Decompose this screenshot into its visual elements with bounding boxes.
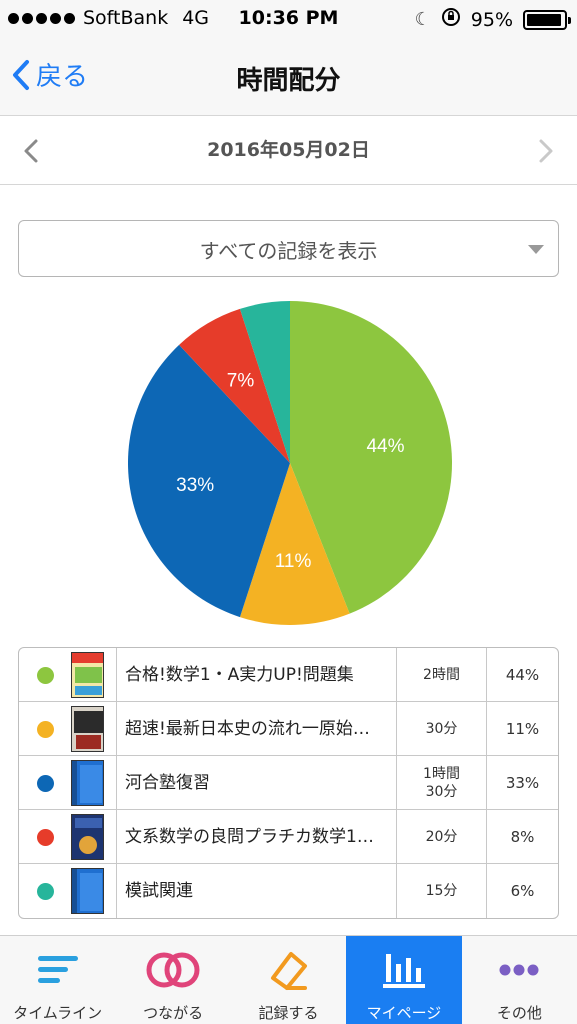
tab-connect-rings[interactable]: つながる	[115, 936, 230, 1024]
pie-slice-label: 7%	[227, 370, 255, 391]
record-percent: 44%	[505, 665, 540, 684]
record-time: 1時間 30分	[397, 756, 487, 809]
pie-slice-label: 11%	[275, 551, 312, 572]
record-percent: 8%	[510, 827, 535, 846]
notebook-blue-icon	[71, 760, 104, 806]
timeline-icon	[28, 950, 88, 990]
record-icon-cell	[19, 864, 117, 918]
back-label: 戻る	[36, 62, 89, 92]
previous-date-button[interactable]	[18, 137, 46, 165]
pie-slice-label: 33%	[176, 475, 214, 496]
color-dot-icon	[37, 667, 54, 684]
signal-strength-icon	[8, 12, 75, 24]
color-dot-icon	[37, 775, 54, 792]
battery-icon	[523, 9, 571, 30]
filter-selected-label: すべての記録を表示	[199, 239, 378, 263]
record-time: 15分	[397, 864, 487, 918]
record-icon-cell	[19, 810, 117, 863]
time-allocation-pie-chart: 44% 11% 33% 7%	[125, 298, 455, 628]
date-selector: 2016年05月02日	[0, 117, 577, 185]
pie-slice	[239, 463, 350, 625]
tab-more-dots[interactable]: その他	[462, 936, 577, 1024]
color-dot-icon	[37, 883, 54, 900]
status-bar: SoftBank 4G 10:36 PM ☾ 95%	[0, 0, 577, 38]
back-button[interactable]: 戻る	[12, 56, 88, 93]
record-icon-cell	[19, 756, 117, 809]
book-cover-navy-icon	[71, 814, 104, 860]
tab-label: マイページ	[366, 1004, 442, 1022]
record-time: 20分	[397, 810, 487, 863]
clock: 10:36 PM	[238, 7, 339, 29]
table-row[interactable]: 超速!最新日本史の流れ一原始… 30分 11%	[19, 702, 558, 756]
tab-bar: タイムライン つながる 記録する マイページ その他	[0, 935, 577, 1024]
color-dot-icon	[37, 721, 54, 738]
book-cover-green-icon	[71, 652, 104, 698]
tab-label: つながる	[143, 1004, 204, 1022]
more-dots-icon	[489, 950, 549, 990]
record-name: 模試関連	[117, 864, 397, 918]
book-cover-dark-icon	[71, 706, 104, 752]
record-filter-dropdown[interactable]: すべての記録を表示	[18, 220, 559, 277]
status-left: SoftBank 4G	[8, 7, 209, 29]
tab-bar-chart[interactable]: マイページ	[346, 936, 462, 1024]
table-row[interactable]: 合格!数学1・A実力UP!問題集 2時間 44%	[19, 648, 558, 702]
rotation-lock-icon	[441, 7, 461, 32]
record-time: 2時間	[397, 648, 487, 701]
bar-chart-icon	[374, 950, 434, 990]
carrier-label: SoftBank	[83, 7, 169, 29]
table-row[interactable]: 模試関連 15分 6%	[19, 864, 558, 918]
record-pencil-icon	[259, 950, 319, 990]
record-icon-cell	[19, 648, 117, 701]
records-table: 合格!数学1・A実力UP!問題集 2時間 44% 超速!最新日本史の流れ一原始… 30分…	[18, 647, 559, 919]
tab-timeline[interactable]: タイムライン	[0, 936, 115, 1024]
network-label: 4G	[182, 7, 210, 29]
status-right: ☾ 95%	[414, 7, 571, 32]
tab-record-pencil[interactable]: 記録する	[231, 936, 346, 1024]
pie-slice	[179, 308, 290, 463]
record-name: 文系数学の良問プラチカ数学1…	[117, 810, 397, 863]
connect-rings-icon	[143, 950, 203, 990]
tab-label: 記録する	[258, 1004, 319, 1022]
navigation-bar: 戻る 時間配分	[0, 38, 577, 116]
dropdown-caret-icon	[528, 245, 544, 254]
battery-percent: 95%	[470, 8, 513, 31]
record-time: 30分	[397, 702, 487, 755]
record-percent: 11%	[505, 719, 540, 738]
record-name: 合格!数学1・A実力UP!問題集	[117, 648, 397, 701]
chevron-left-icon	[13, 59, 29, 90]
next-date-button[interactable]	[531, 137, 559, 165]
tab-label: タイムライン	[13, 1004, 103, 1022]
pie-slice	[290, 301, 453, 614]
record-percent: 6%	[510, 882, 535, 900]
record-icon-cell	[19, 702, 117, 755]
page-title: 時間配分	[236, 66, 341, 96]
record-percent: 33%	[505, 773, 540, 792]
notebook-blue-icon	[71, 868, 104, 914]
pie-chart-svg: 44% 11% 33% 7%	[127, 301, 453, 625]
battery-fill	[527, 13, 562, 26]
pie-slice-label: 44%	[366, 436, 404, 457]
color-dot-icon	[37, 829, 54, 846]
record-name: 超速!最新日本史の流れ一原始…	[117, 702, 397, 755]
moon-icon: ☾	[414, 9, 431, 30]
current-date: 2016年05月02日	[207, 139, 370, 161]
table-row[interactable]: 河合塾復習 1時間 30分 33%	[19, 756, 558, 810]
table-row[interactable]: 文系数学の良問プラチカ数学1… 20分 8%	[19, 810, 558, 864]
record-name: 河合塾復習	[117, 756, 397, 809]
pie-slice	[239, 301, 290, 463]
pie-slice	[127, 344, 290, 618]
tab-label: その他	[496, 1004, 542, 1022]
